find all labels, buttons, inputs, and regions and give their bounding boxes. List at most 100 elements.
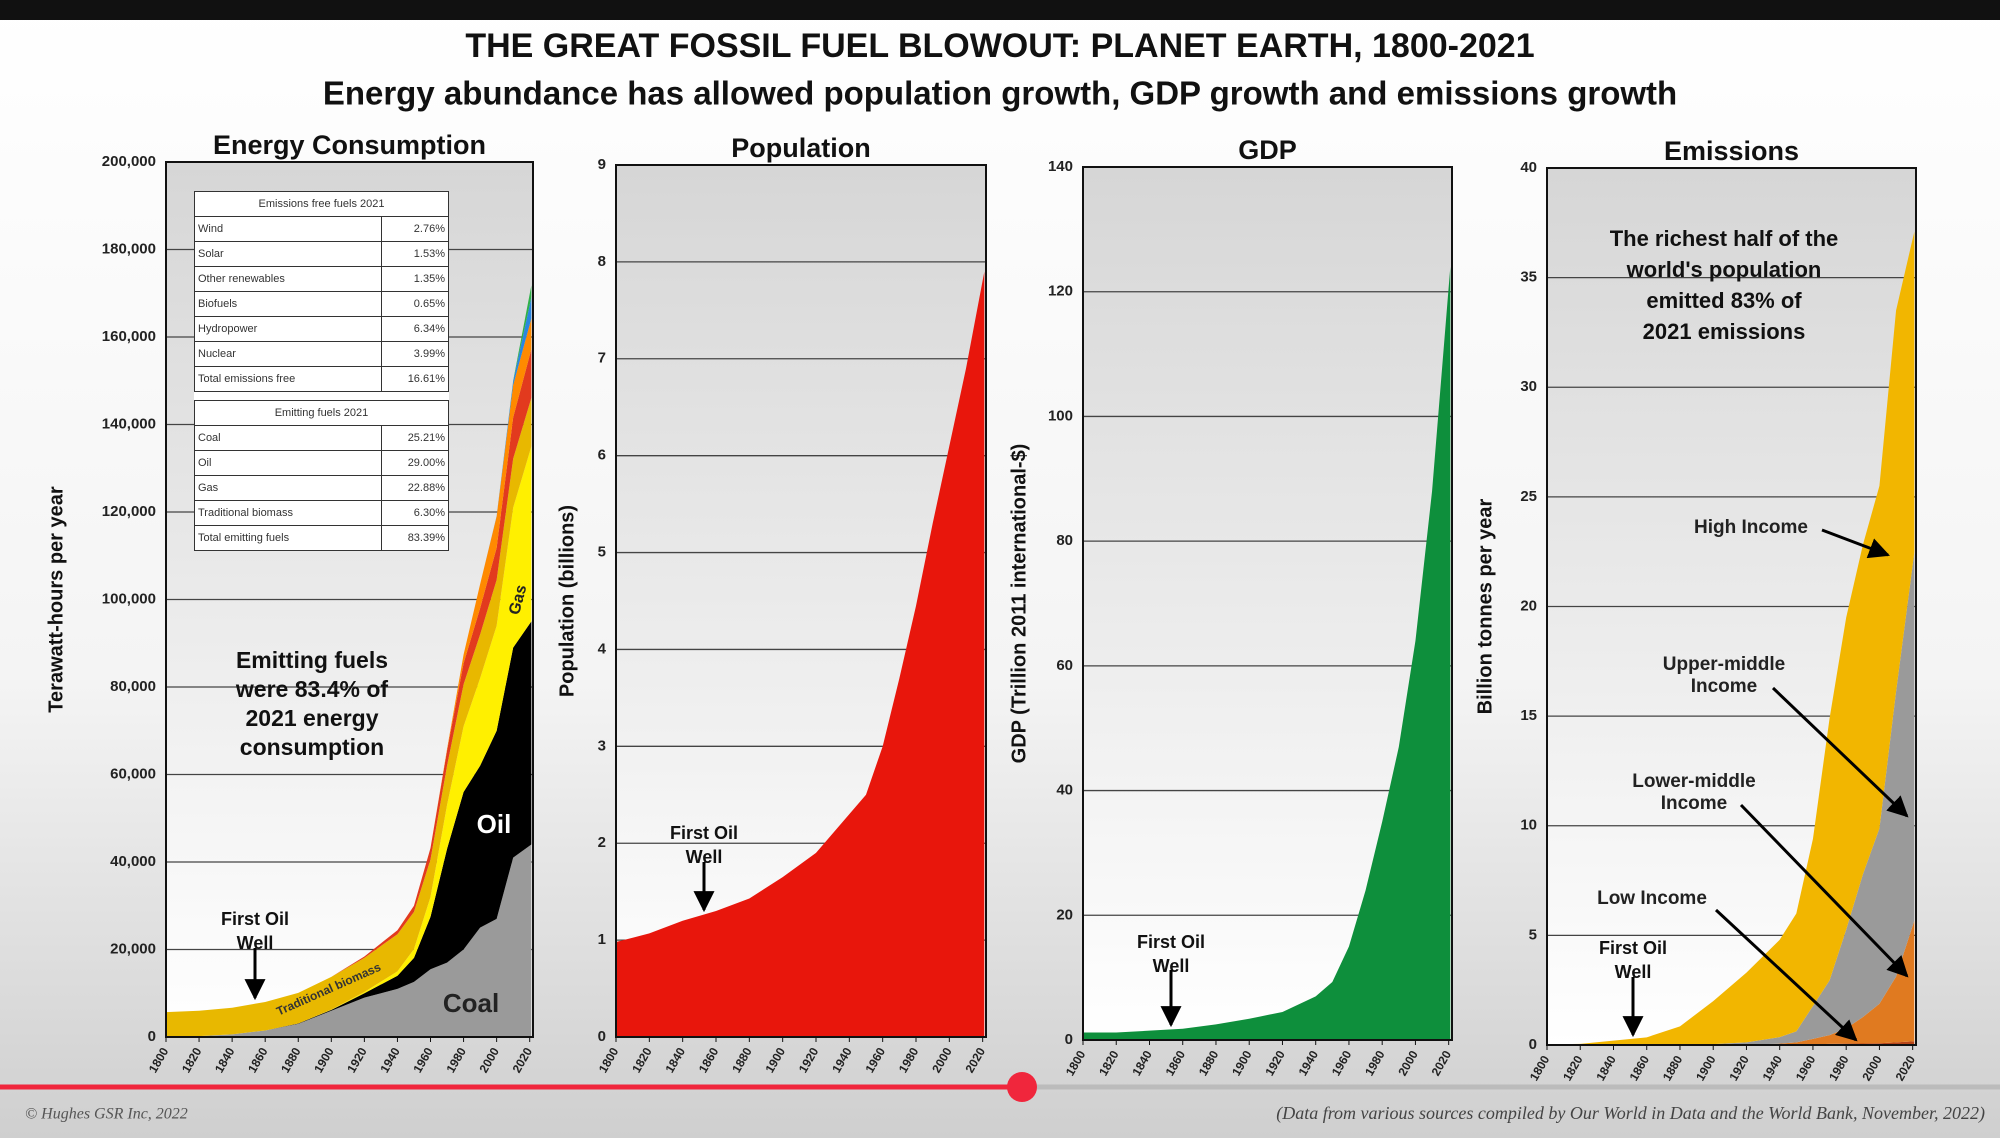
x-tick-label: 1940 — [829, 1045, 855, 1075]
x-tick-label: 2000 — [1859, 1053, 1885, 1083]
annotation: First Oil — [1137, 932, 1205, 952]
x-tick-label: 1900 — [1229, 1048, 1255, 1078]
series-label: Coal — [442, 988, 500, 1019]
x-tick-label: 2020 — [1893, 1053, 1919, 1083]
x-tick-label: 1920 — [1262, 1048, 1288, 1078]
table-cell: Other renewables — [194, 266, 382, 292]
table-cell: 83.39% — [381, 525, 449, 551]
series-label: Upper-middle Income — [1662, 654, 1786, 697]
table-row: Biofuels 0.65% — [194, 291, 449, 317]
table-row — [194, 391, 449, 401]
x-tick-label: 1840 — [1129, 1048, 1155, 1078]
area-series — [166, 397, 532, 1037]
top-bar — [0, 0, 2000, 20]
chart-title: GDP — [1238, 135, 1297, 165]
table-cell: 22.88% — [381, 475, 449, 501]
table-row: Nuclear 3.99% — [194, 341, 449, 367]
y-tick-label: 20 — [1520, 597, 1537, 614]
area-series — [1547, 920, 1915, 1045]
annotation: First Oil — [1599, 938, 1667, 958]
x-tick-label: 1880 — [1196, 1048, 1222, 1078]
y-tick-label: 0 — [1529, 1036, 1537, 1053]
annotation: First Oil — [221, 909, 289, 929]
table-row: Other renewables 1.35% — [194, 266, 449, 292]
x-tick-label: 1900 — [311, 1045, 337, 1075]
y-tick-label: 5 — [1529, 926, 1537, 943]
table-cell: 1.35% — [381, 266, 449, 292]
x-tick-label: 2000 — [1395, 1048, 1421, 1078]
table-cell: Nuclear — [194, 341, 382, 367]
series-label: Oil — [476, 809, 512, 840]
y-tick-label: 1 — [598, 931, 606, 948]
y-tick-label: 120 — [1048, 283, 1073, 300]
y-axis-label: Terawatt-hours per year — [45, 486, 67, 713]
annotation: The richest half of the — [1610, 226, 1839, 251]
y-tick-label: 0 — [598, 1028, 606, 1045]
series-label: Low Income — [1597, 888, 1707, 910]
y-tick-label: 20,000 — [110, 940, 156, 957]
y-tick-label: 200,000 — [102, 153, 156, 170]
y-tick-label: 80 — [1056, 532, 1073, 549]
x-tick-label: 1860 — [1163, 1048, 1189, 1078]
area-series — [1547, 552, 1915, 1045]
x-tick-label: 1860 — [696, 1045, 722, 1075]
y-axis-label: Billion tonnes per year — [1474, 498, 1496, 714]
table-cell: 1.53% — [381, 241, 449, 267]
table-row: Solar 1.53% — [194, 241, 449, 267]
y-tick-label: 6 — [598, 447, 606, 464]
table-cell: Biofuels — [194, 291, 382, 317]
arrow — [1714, 908, 1858, 1042]
table-row: Total emissions free 16.61% — [194, 366, 449, 392]
arrow — [1821, 528, 1890, 559]
annotation: emitted 83% of — [1646, 288, 1802, 313]
x-tick-label: 1800 — [146, 1045, 172, 1075]
table-cell: 29.00% — [381, 450, 449, 476]
table-cell: 2.76% — [381, 216, 449, 242]
y-tick-label: 40 — [1520, 159, 1537, 176]
source-note: (Data from various sources compiled by O… — [1276, 1103, 1985, 1124]
annotation: Well — [1615, 962, 1652, 982]
x-tick-label: 1980 — [1362, 1048, 1388, 1078]
x-tick-label: 1960 — [863, 1045, 889, 1075]
x-tick-label: 2020 — [510, 1045, 536, 1075]
x-tick-label: 1960 — [410, 1045, 436, 1075]
x-tick-label: 1960 — [1793, 1053, 1819, 1083]
annotation: 2021 emissions — [1643, 319, 1806, 344]
x-tick-label: 1880 — [278, 1045, 304, 1075]
table-cell: Gas — [194, 475, 382, 501]
table-cell: 3.99% — [381, 341, 449, 367]
table-cell: Total emitting fuels — [194, 525, 382, 551]
x-tick-label: 1860 — [1627, 1053, 1653, 1083]
x-tick-label: 1940 — [1760, 1053, 1786, 1083]
chart-title: Emissions — [1664, 136, 1799, 166]
table-cell: 25.21% — [381, 425, 449, 451]
y-tick-label: 20 — [1056, 906, 1073, 923]
area-series — [616, 271, 985, 1038]
table-row: Traditional biomass 6.30% — [194, 500, 449, 526]
y-tick-label: 60 — [1056, 657, 1073, 674]
plot-frame — [1082, 166, 1453, 1041]
y-tick-label: 35 — [1520, 269, 1537, 286]
x-tick-label: 1820 — [1096, 1048, 1122, 1078]
table-cell: Traditional biomass — [194, 500, 382, 526]
x-tick-label: 1920 — [796, 1045, 822, 1075]
plot-frame — [615, 164, 987, 1038]
plot-frame — [165, 161, 534, 1038]
table-cell: 0.65% — [381, 291, 449, 317]
y-tick-label: 80,000 — [110, 678, 156, 695]
arrow — [1771, 686, 1909, 818]
y-tick-label: 140,000 — [102, 415, 156, 432]
x-tick-label: 2000 — [476, 1045, 502, 1075]
x-tick-label: 1880 — [1660, 1053, 1686, 1083]
x-tick-label: 1980 — [443, 1045, 469, 1075]
y-tick-label: 100 — [1048, 407, 1073, 424]
annotation: First Oil — [670, 823, 738, 843]
chart-title: Energy Consumption — [213, 130, 486, 160]
annotation: Well — [1153, 956, 1190, 976]
progress-knob[interactable] — [1007, 1072, 1037, 1102]
inset-table: Emissions free fuels 2021 Wind 2.76% Solar 1… — [194, 191, 449, 551]
y-axis-label: GDP (Trillion 2011 international-$) — [1008, 444, 1030, 764]
annotation: consumption — [240, 734, 384, 760]
copyright: © Hughes GSR Inc, 2022 — [25, 1106, 188, 1123]
